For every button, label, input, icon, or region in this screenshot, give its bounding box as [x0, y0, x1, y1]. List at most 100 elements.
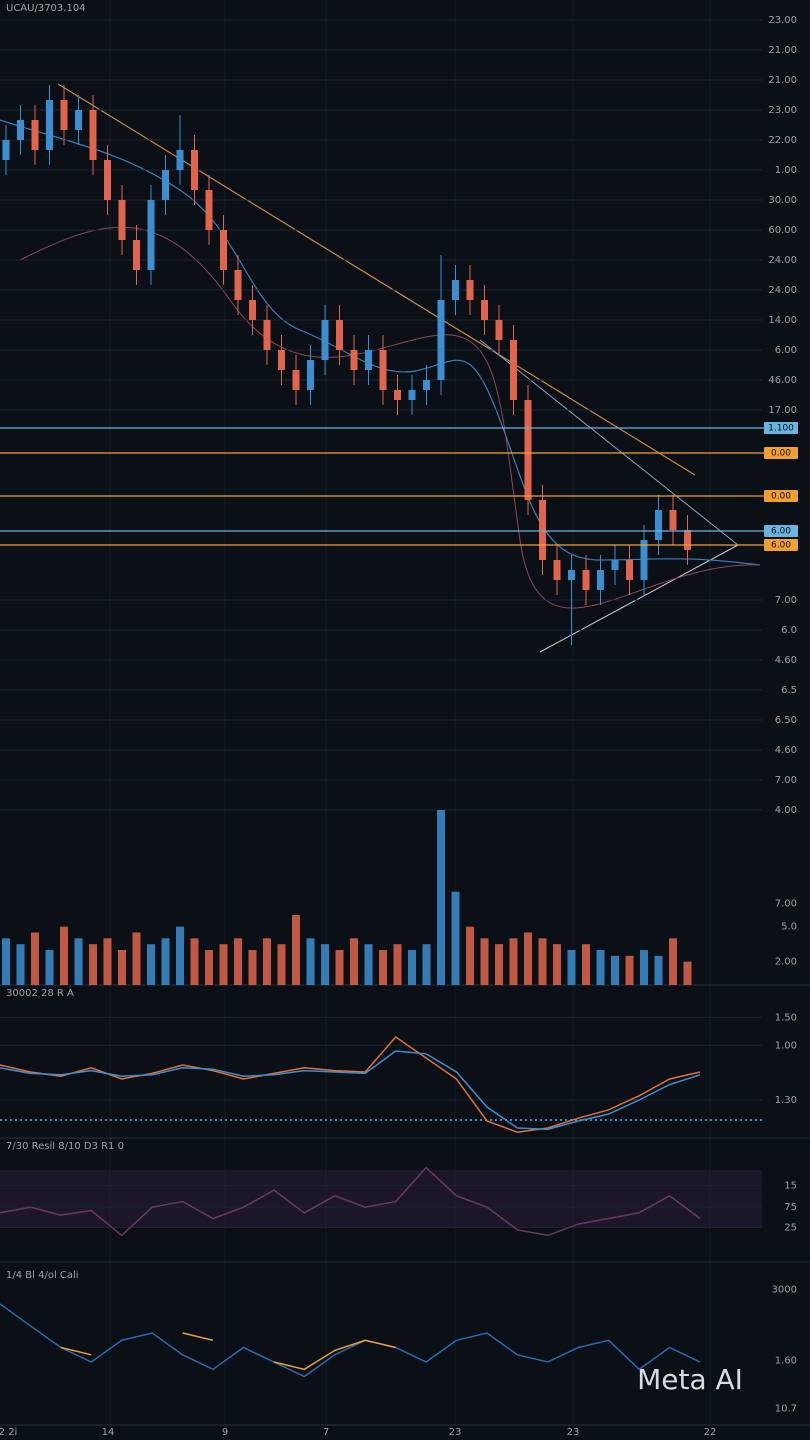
volume-bar	[248, 950, 257, 985]
candle-body	[31, 120, 39, 150]
indicator-line	[0, 1166, 701, 1237]
volume-bar	[190, 938, 199, 985]
volume-bar	[611, 955, 619, 985]
y-tick-label: 22.00	[768, 135, 797, 146]
volume-bar	[379, 950, 387, 985]
candle-body	[147, 200, 155, 270]
y-tick-label: 21.00	[768, 75, 797, 86]
level-label: 6.00	[771, 527, 791, 537]
candle-body	[365, 350, 372, 370]
level-label: 1.100	[768, 424, 794, 434]
volume-bar	[161, 938, 170, 985]
candle-body	[408, 390, 416, 400]
indicator-line	[0, 1036, 701, 1133]
candle-body	[669, 510, 677, 530]
candle-body	[553, 560, 561, 580]
volume-bar	[640, 950, 648, 985]
y-tick-label: 30.00	[768, 195, 797, 206]
volume-bar	[176, 926, 184, 985]
y-tick-label: 1.60	[775, 1356, 797, 1367]
volume-bar	[669, 938, 677, 985]
y-tick-label: 23.00	[768, 105, 797, 116]
volume-bar	[31, 932, 39, 985]
volume-bar	[118, 950, 126, 985]
panel-title: 7/30 Resil 8/10 D3 R1 0	[6, 1141, 124, 1152]
y-tick-label: 7.00	[775, 595, 797, 606]
y-tick-label: 6.50	[775, 715, 797, 726]
candle-body	[307, 360, 314, 390]
candle-body	[220, 230, 227, 270]
volume-bar	[408, 950, 416, 985]
x-tick-label: 7	[323, 1427, 329, 1438]
volume-bar	[451, 891, 460, 985]
x-tick-label: 22	[704, 1427, 717, 1438]
y-tick-label: 6.5	[781, 685, 797, 696]
y-tick-label: 7.00	[775, 898, 797, 909]
volume-bar	[321, 944, 329, 985]
volume-bar	[2, 938, 10, 985]
volume-bar	[335, 950, 344, 985]
y-tick-label: 24.00	[768, 255, 797, 266]
y-tick-label: 1.00	[775, 1040, 797, 1051]
volume-bar	[553, 944, 561, 985]
candle-body	[17, 120, 24, 140]
candle-body	[524, 400, 532, 500]
candle-body	[234, 270, 242, 300]
y-tick-label: 46.00	[768, 375, 797, 386]
level-box	[764, 490, 798, 502]
volume-bar	[147, 944, 155, 985]
candle-body	[2, 140, 10, 160]
candle-body	[292, 370, 300, 390]
candle-body	[263, 320, 271, 350]
level-box	[764, 422, 798, 434]
candle-body	[118, 200, 126, 240]
candle-body	[394, 390, 401, 400]
y-tick-label: 15	[784, 1181, 797, 1192]
volume-bar	[306, 938, 315, 985]
panel-title: 30002 28 R A	[6, 988, 74, 999]
y-tick-label: 7.00	[775, 775, 797, 786]
candle-body	[104, 160, 111, 200]
volume-bar	[524, 932, 532, 985]
candle-body	[626, 560, 633, 580]
candle-body	[684, 530, 691, 550]
volume-bar	[103, 938, 112, 985]
level-box	[764, 525, 798, 537]
panel-title: 1/4 Bl 4/ol Cali	[6, 1270, 79, 1281]
candle-body	[278, 350, 285, 370]
y-tick-label: 24.00	[768, 285, 797, 296]
volume-bar	[263, 938, 271, 985]
level-label: 0.00	[771, 449, 791, 459]
volume-bar	[393, 944, 402, 985]
candle-body	[350, 350, 358, 370]
volume-bar	[205, 950, 213, 985]
volume-bar	[45, 950, 54, 985]
volume-bar	[89, 944, 97, 985]
candle-body	[568, 570, 575, 580]
y-tick-label: 21.00	[768, 45, 797, 56]
volume-bar	[466, 926, 474, 985]
volume-bar	[480, 938, 489, 985]
volume-bar	[596, 950, 605, 985]
candle-body	[379, 350, 387, 390]
y-tick-label: 1.50	[775, 1012, 797, 1023]
y-tick-label: 1.30	[775, 1095, 797, 1106]
chart-title: UCAU/3703.104	[6, 3, 86, 14]
volume-bar	[567, 950, 576, 985]
candle-body	[205, 190, 213, 230]
y-tick-label: 2.00	[775, 957, 797, 968]
level-label: 6.00	[771, 541, 791, 551]
indicator-line	[0, 1303, 701, 1378]
x-tick-label: 9	[222, 1427, 228, 1438]
y-tick-label: 75	[784, 1202, 797, 1213]
candle-body	[437, 300, 445, 380]
volume-bar	[509, 938, 518, 985]
level-box	[764, 447, 798, 459]
volume-bar	[422, 944, 431, 985]
candle-body	[89, 110, 97, 160]
candle-body	[176, 150, 184, 170]
level-label: 0.00	[771, 492, 791, 502]
candle-body	[336, 320, 343, 350]
y-tick-label: 4.00	[775, 805, 797, 816]
volume-bar	[495, 944, 503, 985]
